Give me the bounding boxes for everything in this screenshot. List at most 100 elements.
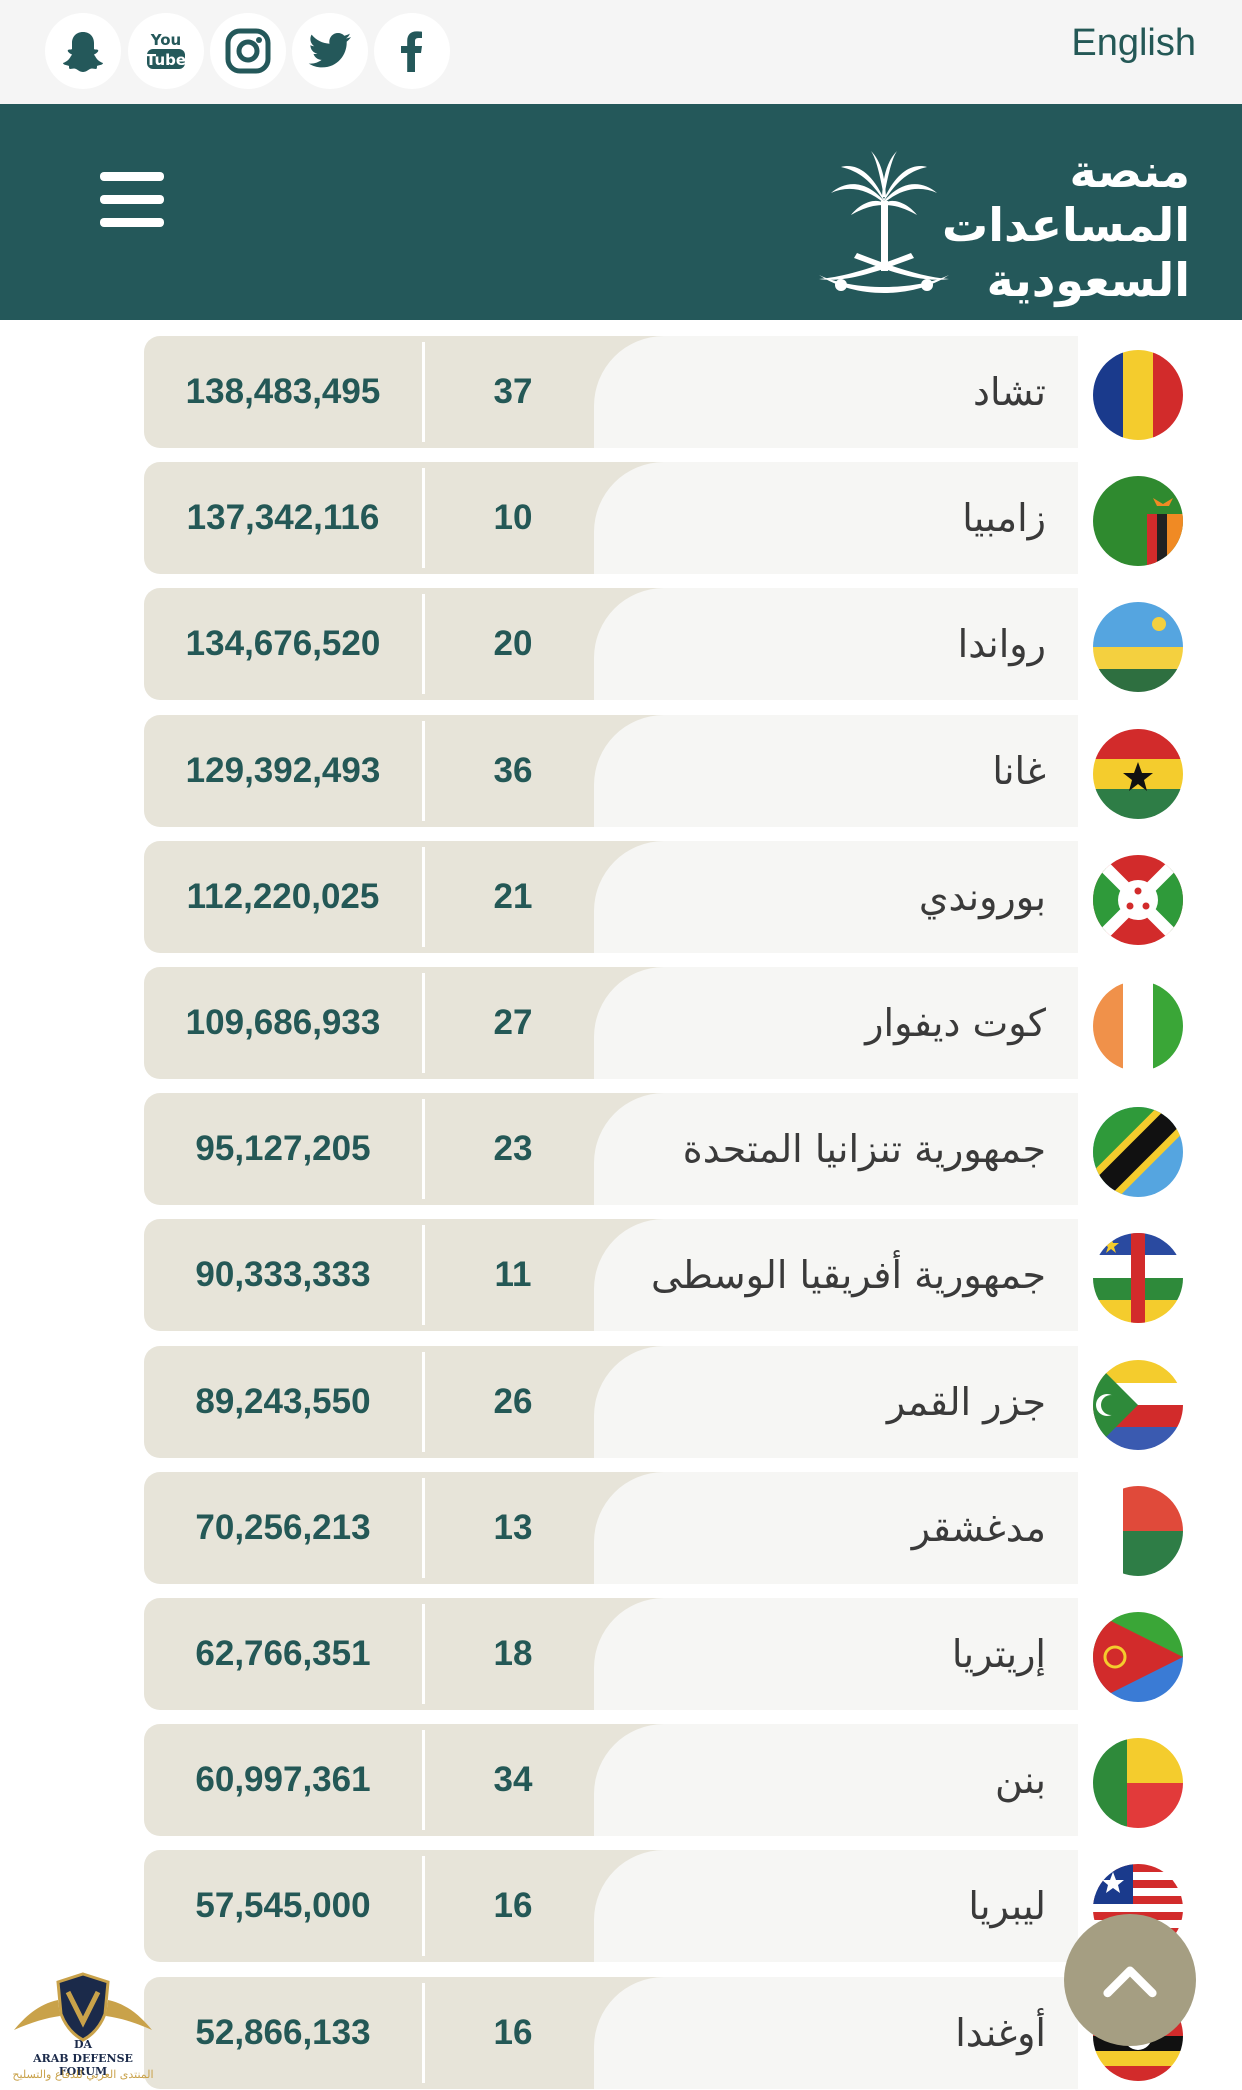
logo-line-1: منصة bbox=[1069, 144, 1190, 198]
row-card-name-area bbox=[594, 840, 1078, 953]
row-card-name-area bbox=[594, 1850, 1078, 1963]
youtube-link[interactable]: You Tube bbox=[128, 13, 204, 89]
row-card-name-area bbox=[594, 1093, 1078, 1206]
benin-flag-icon bbox=[1093, 1738, 1183, 1829]
row-card-name-area bbox=[594, 1976, 1078, 2089]
row-card-name-area bbox=[594, 967, 1078, 1079]
aid-amount: 109,686,933 bbox=[185, 1003, 381, 1042]
zambia-flag-icon bbox=[1093, 476, 1183, 567]
site-logo-text[interactable]: منصة المساعدات السعودية bbox=[942, 144, 1190, 308]
row-card: 52,866,133 16 أوغندا bbox=[144, 1976, 1078, 2089]
row-card-name-area bbox=[594, 1345, 1078, 1458]
row-card: 134,676,520 20 رواندا bbox=[144, 588, 1078, 701]
instagram-icon bbox=[225, 28, 271, 74]
eritrea-flag-icon bbox=[1093, 1612, 1183, 1702]
row-card: 90,333,333 11 جمهورية أفريقيا الوسطى bbox=[144, 1219, 1078, 1332]
madagascar-flag-icon bbox=[1093, 1485, 1183, 1576]
row-card-name-area bbox=[594, 1598, 1078, 1710]
central-african-republic-flag-icon bbox=[1093, 1233, 1183, 1324]
project-count: 27 bbox=[493, 1003, 533, 1042]
country-name: جزر القمر bbox=[886, 1379, 1046, 1424]
project-count: 10 bbox=[493, 498, 533, 538]
watermark-subtitle: المنتدى العربي للدفاع والتسليح bbox=[12, 2068, 154, 2081]
scroll-to-top-button[interactable] bbox=[1064, 1914, 1196, 2046]
project-count: 20 bbox=[493, 624, 533, 664]
hamburger-menu-icon[interactable] bbox=[100, 172, 164, 228]
row-divider bbox=[422, 1982, 425, 2083]
row-divider bbox=[422, 1604, 425, 1704]
facebook-link[interactable] bbox=[374, 13, 450, 89]
twitter-link[interactable] bbox=[292, 13, 368, 89]
project-count: 21 bbox=[493, 876, 533, 916]
aid-amount: 57,545,000 bbox=[195, 1886, 371, 1926]
country-row[interactable]: 134,676,520 20 رواندا bbox=[0, 572, 1242, 701]
facebook-icon bbox=[401, 31, 422, 72]
row-card-name-area bbox=[594, 336, 1078, 448]
twitter-icon bbox=[308, 33, 351, 68]
row-divider bbox=[422, 1099, 425, 1200]
language-switch-link[interactable]: English bbox=[1071, 22, 1196, 64]
country-row[interactable]: 138,483,495 37 تشاد bbox=[0, 320, 1242, 448]
country-row[interactable]: 129,392,493 36 غانا bbox=[0, 699, 1242, 827]
project-count: 16 bbox=[493, 2012, 533, 2052]
aid-amount: 112,220,025 bbox=[186, 876, 380, 916]
country-row[interactable]: 109,686,933 27 كوت ديفوار bbox=[0, 951, 1242, 1079]
aid-amount: 134,676,520 bbox=[185, 624, 381, 664]
project-count: 16 bbox=[493, 1886, 533, 1926]
country-row[interactable]: 60,997,361 34 بنن bbox=[0, 1708, 1242, 1837]
row-card: 137,342,116 10 زامبيا bbox=[144, 462, 1078, 575]
country-name: تشاد bbox=[973, 370, 1046, 414]
cote-divoire-flag-icon bbox=[1093, 981, 1183, 1071]
forum-watermark: DA ARAB DEFENSE FORUM المنتدى العربي للد… bbox=[8, 1970, 158, 2088]
project-count: 26 bbox=[493, 1381, 533, 1421]
row-card-name-area bbox=[594, 1724, 1078, 1837]
tanzania-flag-icon bbox=[1093, 1107, 1183, 1198]
country-row[interactable]: 52,866,133 16 أوغندا bbox=[0, 1961, 1242, 2089]
shield-wings-logo-icon: DA bbox=[14, 1972, 152, 2051]
project-count: 37 bbox=[493, 372, 533, 411]
aid-amount: 89,243,550 bbox=[195, 1381, 371, 1421]
row-divider bbox=[422, 1477, 425, 1578]
country-row[interactable]: 62,766,351 18 إريتريا bbox=[0, 1582, 1242, 1710]
country-name: زامبيا bbox=[962, 496, 1046, 541]
country-name: جمهورية أفريقيا الوسطى bbox=[650, 1253, 1046, 1298]
row-card: 112,220,025 21 بوروندي bbox=[144, 840, 1078, 953]
svg-text:Tube: Tube bbox=[146, 51, 186, 69]
burundi-flag-icon bbox=[1093, 854, 1183, 945]
row-divider bbox=[422, 1856, 425, 1957]
country-name: إريتريا bbox=[951, 1632, 1046, 1676]
row-card: 138,483,495 37 تشاد bbox=[144, 336, 1078, 448]
country-row[interactable]: 95,127,205 23 جمهورية تنزانيا المتحدة bbox=[0, 1077, 1242, 1206]
row-divider bbox=[422, 973, 425, 1073]
logo-line-2: المساعدات bbox=[942, 198, 1190, 252]
snapchat-link[interactable] bbox=[45, 13, 121, 89]
project-count: 18 bbox=[493, 1634, 533, 1673]
country-row[interactable]: 89,243,550 26 جزر القمر bbox=[0, 1330, 1242, 1458]
country-row[interactable]: 70,256,213 13 مدغشقر bbox=[0, 1456, 1242, 1584]
row-card: 70,256,213 13 مدغشقر bbox=[144, 1471, 1078, 1584]
aid-amount: 70,256,213 bbox=[195, 1507, 371, 1547]
country-row[interactable]: 112,220,025 21 بوروندي bbox=[0, 825, 1242, 953]
site-header: منصة المساعدات السعودية bbox=[0, 104, 1242, 320]
country-row[interactable]: 90,333,333 11 جمهورية أفريقيا الوسطى bbox=[0, 1203, 1242, 1332]
row-card: 109,686,933 27 كوت ديفوار bbox=[144, 967, 1078, 1079]
instagram-link[interactable] bbox=[210, 13, 286, 89]
row-divider bbox=[422, 846, 425, 947]
row-card-name-area bbox=[594, 714, 1078, 827]
country-name: أوغندا bbox=[955, 2010, 1046, 2055]
country-row[interactable]: 57,545,000 16 ليبريا bbox=[0, 1834, 1242, 1963]
row-divider bbox=[422, 594, 425, 695]
project-count: 11 bbox=[494, 1255, 532, 1295]
youtube-icon: You Tube bbox=[146, 31, 186, 69]
country-name: جمهورية تنزانيا المتحدة bbox=[682, 1127, 1046, 1172]
aid-amount: 129,392,493 bbox=[185, 750, 381, 790]
logo-line-3: السعودية bbox=[986, 253, 1190, 307]
row-divider bbox=[422, 468, 425, 569]
country-name: كوت ديفوار bbox=[865, 1001, 1046, 1045]
row-divider bbox=[422, 342, 425, 442]
svg-text:You: You bbox=[150, 31, 181, 49]
country-row[interactable]: 137,342,116 10 زامبيا bbox=[0, 446, 1242, 575]
country-name: بوروندي bbox=[918, 874, 1046, 919]
row-card: 60,997,361 34 بنن bbox=[144, 1724, 1078, 1837]
project-count: 36 bbox=[493, 750, 533, 790]
